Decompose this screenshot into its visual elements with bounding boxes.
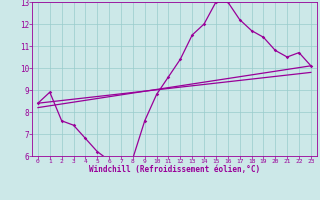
X-axis label: Windchill (Refroidissement éolien,°C): Windchill (Refroidissement éolien,°C)	[89, 165, 260, 174]
